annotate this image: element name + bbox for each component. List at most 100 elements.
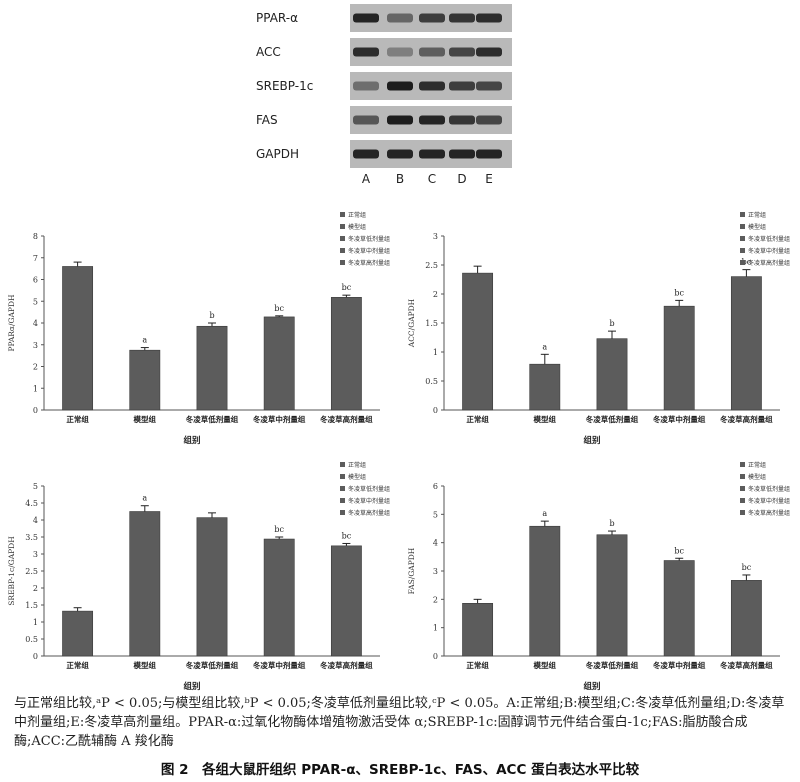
x-axis-label: 组别 [583, 681, 600, 692]
blot-band [419, 81, 445, 91]
bar [730, 580, 762, 657]
blot-lane-label: B [396, 172, 404, 186]
significance-label: bc [342, 531, 352, 540]
x-tick-label: 冬凌草中剂量组 [253, 414, 306, 424]
y-axis-label: PPARα/GAPDH [7, 294, 16, 352]
blot-band [476, 47, 502, 57]
legend-swatch [340, 474, 345, 479]
bar [263, 538, 295, 657]
significance-label: bc [274, 304, 284, 313]
legend-label: 冬凌草高剂量组 [748, 509, 790, 517]
x-tick-label: 正常组 [466, 414, 489, 424]
x-tick-label: 正常组 [66, 414, 89, 424]
x-tick-label: 冬凌草高剂量组 [720, 660, 773, 670]
legend-swatch [740, 498, 745, 503]
significance-label: a [542, 342, 547, 351]
y-tick-label: 8 [33, 232, 38, 241]
x-tick-label: 模型组 [534, 414, 557, 424]
western-blot-panel: PPAR-α ACC SREBP-1c FAS GAPDH A B C D E [256, 4, 512, 186]
blot-band [353, 13, 379, 23]
y-tick-label: 1 [33, 384, 38, 393]
y-tick-label: 6 [433, 482, 438, 491]
y-tick-label: 5 [33, 297, 38, 306]
significance-label: bc [274, 525, 284, 534]
blot-band [449, 47, 475, 57]
y-tick-label: 2.5 [425, 261, 438, 270]
legend-label: 冬凌草中剂量组 [748, 247, 790, 255]
y-tick-label: 0.5 [425, 377, 438, 386]
legend-swatch [740, 474, 745, 479]
y-tick-label: 3 [33, 550, 38, 559]
legend-label: 冬凌草高剂量组 [348, 259, 390, 267]
blot-band [353, 81, 379, 91]
bar [330, 297, 362, 411]
y-tick-label: 4.5 [25, 499, 38, 508]
legend-label: 冬凌草高剂量组 [348, 509, 390, 517]
legend-swatch [740, 486, 745, 491]
blot-row-label: SREBP-1c [256, 79, 313, 93]
x-axis-label: 组别 [583, 435, 600, 446]
legend-swatch [740, 236, 745, 241]
legend-label: 正常组 [348, 461, 366, 469]
legend-label: 正常组 [748, 211, 766, 219]
y-tick-label: 2 [33, 584, 38, 593]
legend-label: 冬凌草高剂量组 [748, 259, 790, 267]
bar [330, 545, 362, 657]
bar [462, 272, 494, 411]
legend-label: 冬凌草低剂量组 [348, 235, 390, 243]
significance-label: a [142, 336, 147, 345]
y-tick-label: 3 [33, 341, 38, 350]
x-tick-label: 正常组 [466, 660, 489, 670]
legend-swatch [340, 260, 345, 265]
significance-label: b [609, 319, 614, 328]
legend-swatch [740, 510, 745, 515]
bar [196, 517, 228, 657]
legend-label: 模型组 [348, 473, 366, 481]
blot-band [387, 81, 413, 91]
significance-label: b [209, 311, 214, 320]
bar [663, 305, 695, 411]
bar [596, 338, 628, 411]
blot-band [353, 149, 379, 159]
y-tick-label: 0.5 [25, 635, 38, 644]
legend-swatch [340, 212, 345, 217]
y-tick-label: 2 [433, 595, 438, 604]
legend-swatch [740, 248, 745, 253]
x-tick-label: 冬凌草低剂量组 [586, 660, 639, 670]
blot-lane-label: D [457, 172, 466, 186]
chart-ppar: 0 1 2 3 4 5 6 7 8 PPARα/GAPDH 正常组 a 模型组 b 冬凌草低剂量组 bc 冬凌草… [7, 211, 390, 446]
x-tick-label: 冬凌草低剂量组 [186, 414, 239, 424]
legend-label: 冬凌草低剂量组 [748, 485, 790, 493]
x-tick-label: 模型组 [134, 414, 157, 424]
blot-band [419, 47, 445, 57]
chart-fas: 0 1 2 3 4 5 6 FAS/GAPDH 正常组 a 模型组 b 冬凌草低剂量组 bc 冬凌草中剂量组… [407, 461, 790, 692]
y-tick-label: 6 [33, 276, 38, 285]
blot-band [476, 13, 502, 23]
blot-band [449, 149, 475, 159]
significance-label: bc [674, 288, 684, 297]
legend-swatch [340, 224, 345, 229]
x-tick-label: 冬凌草低剂量组 [186, 660, 239, 670]
x-tick-label: 冬凌草中剂量组 [653, 414, 706, 424]
blot-row-label: GAPDH [256, 147, 299, 161]
blot-band [419, 13, 445, 23]
y-tick-label: 5 [433, 510, 438, 519]
blot-lane-label: E [485, 172, 493, 186]
significance-label: bc [742, 258, 752, 267]
blot-lane-label: C [428, 172, 436, 186]
x-tick-label: 冬凌草高剂量组 [320, 414, 373, 424]
y-tick-label: 1.5 [25, 601, 38, 610]
blot-band [353, 115, 379, 125]
blot-band [419, 115, 445, 125]
y-tick-label: 2.5 [25, 567, 38, 576]
blot-row-label: PPAR-α [256, 11, 298, 25]
y-tick-label: 3.5 [25, 533, 38, 542]
blot-band [449, 13, 475, 23]
y-tick-label: 3 [433, 567, 438, 576]
legend-label: 冬凌草低剂量组 [748, 235, 790, 243]
y-tick-label: 0 [433, 406, 438, 415]
bar [663, 560, 695, 657]
y-tick-label: 1.5 [425, 319, 438, 328]
x-tick-label: 冬凌草高剂量组 [720, 414, 773, 424]
bar [263, 316, 295, 411]
